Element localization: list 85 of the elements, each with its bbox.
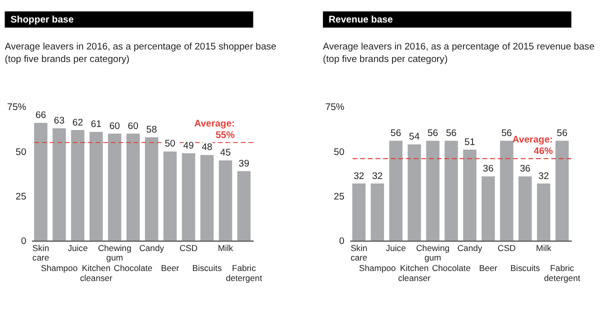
data-label: 56 (556, 128, 568, 139)
data-label: 48 (202, 142, 212, 154)
bar (218, 160, 232, 241)
y-tick-label: 50 (334, 146, 344, 158)
x-tick-label: Chewing gum (98, 243, 132, 263)
data-label: 39 (238, 158, 250, 170)
x-tick-label: Kitchen cleanser (398, 263, 431, 283)
data-label: 60 (128, 120, 138, 132)
bar (555, 140, 569, 241)
bar (90, 132, 103, 241)
bar (536, 184, 550, 241)
x-tick-label: Skin care (350, 243, 368, 263)
x-tick-label: Chocolate (432, 263, 471, 274)
bar (500, 140, 514, 241)
bar (71, 130, 84, 241)
x-tick-label: Milk (536, 243, 552, 254)
data-label: 58 (146, 124, 157, 136)
chart-subtitle: Average leavers in 2016, as a percentage of 2015 revenue base (top five brands per category) (322, 42, 595, 65)
x-tick-label: Fabric detergent (226, 263, 263, 283)
data-label: 62 (72, 117, 84, 128)
bar (163, 151, 177, 241)
x-tick-label: Shampoo (359, 263, 396, 274)
x-tick-label: Fabric detergent (544, 263, 581, 283)
bar (444, 140, 458, 241)
bar (518, 176, 532, 241)
x-tick-label: Skin care (32, 243, 50, 263)
x-tick-label: Chewing gum (416, 243, 450, 263)
x-tick-label: Beer (161, 263, 180, 274)
data-label: 66 (35, 110, 46, 122)
y-tick-label: 75% (325, 102, 345, 114)
x-tick-label: CSD (179, 243, 198, 254)
y-tick-label: 25 (334, 191, 344, 202)
data-label: 32 (372, 170, 383, 182)
bar (408, 144, 421, 241)
chart-title: Revenue base (328, 14, 393, 26)
y-tick-label: 50 (16, 146, 26, 158)
bar (52, 128, 66, 241)
x-tick-label: Milk (218, 243, 234, 254)
data-label: 56 (501, 128, 512, 139)
data-label: 49 (183, 140, 194, 152)
data-label: 63 (54, 115, 65, 126)
bar (144, 137, 158, 241)
y-tick-label: 75% (7, 102, 27, 114)
x-tick-label: Chocolate (114, 263, 153, 274)
x-tick-label: CSD (498, 243, 516, 254)
y-tick-label: 0 (20, 236, 26, 247)
bar (463, 150, 476, 241)
x-tick-label: Biscuits (510, 263, 540, 274)
data-label: 36 (482, 164, 494, 175)
y-tick-label: 0 (339, 236, 344, 247)
bar (370, 184, 384, 241)
data-label: 32 (354, 170, 364, 182)
x-tick-label: Juice (68, 243, 88, 254)
chart-title: Shopper base (10, 14, 74, 26)
data-label: 60 (109, 120, 120, 132)
bar (108, 134, 122, 241)
data-label: 45 (220, 148, 231, 159)
x-tick-label: Shampoo (40, 263, 78, 274)
data-label: 51 (464, 136, 476, 148)
data-label: 56 (427, 128, 438, 139)
bar (352, 184, 366, 241)
data-label: 61 (90, 119, 102, 130)
x-tick-label: Beer (479, 263, 498, 274)
chart-subtitle: Average leavers in 2016, as a percentage of 2015 shopper base (top five brands per category) (4, 42, 276, 65)
ref-line-label: Average: 55% (194, 118, 236, 141)
x-tick-label: Kitchen cleanser (80, 263, 113, 283)
bar (126, 134, 140, 241)
x-tick-label: Candy (139, 243, 165, 254)
bar (34, 122, 48, 241)
bar (200, 155, 214, 241)
data-label: 32 (538, 170, 549, 182)
x-tick-label: Juice (386, 243, 406, 254)
x-tick-label: Candy (457, 243, 483, 254)
data-label: 54 (409, 132, 420, 143)
bar (182, 153, 196, 241)
ref-line-label: Average: 46% (512, 134, 554, 157)
x-tick-label: Biscuits (192, 263, 222, 274)
data-label: 56 (446, 128, 457, 139)
bar (482, 176, 495, 241)
bar (426, 140, 440, 241)
bar (237, 171, 251, 241)
y-tick-label: 25 (16, 191, 26, 202)
data-label: 36 (520, 164, 530, 175)
data-label: 56 (390, 128, 402, 139)
bar (389, 140, 403, 241)
